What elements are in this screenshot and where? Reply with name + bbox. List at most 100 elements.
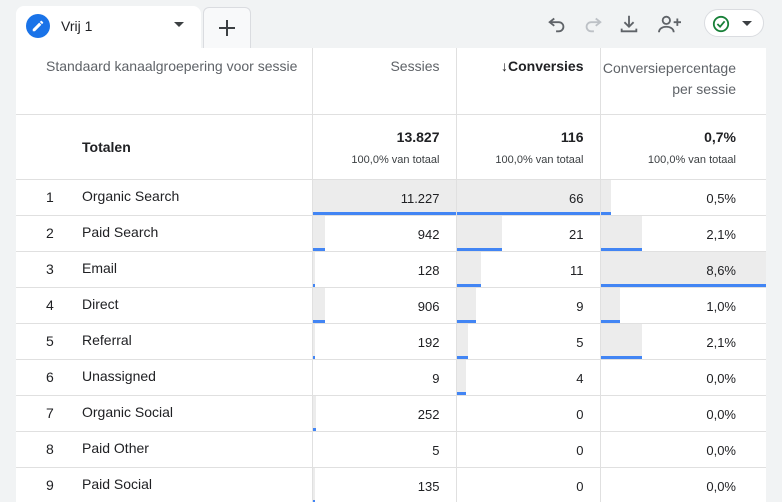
sessions-bar <box>312 468 315 501</box>
totals-label: Totalen <box>16 114 313 180</box>
row-index: 1 <box>46 189 54 205</box>
rate-cell: 0,0% <box>600 467 766 502</box>
rate-cell: 0,0% <box>600 431 766 468</box>
sessions-value: 128 <box>417 263 440 278</box>
channel-name[interactable]: Paid Search <box>82 224 159 240</box>
rate-value: 0,0% <box>706 407 736 422</box>
rate-cell: 0,5% <box>600 179 766 216</box>
pencil-icon[interactable] <box>26 14 50 38</box>
conversions-value: 66 <box>569 191 584 206</box>
totals-conversions: 116 100,0% van totaal <box>456 114 601 180</box>
table-row[interactable]: 9 Paid Social 135 0 0,0% <box>16 467 766 502</box>
sessions-bar <box>312 252 315 285</box>
sessions-cell: 11.227 <box>312 179 457 216</box>
sessions-bar-line <box>312 428 316 431</box>
conversions-value: 9 <box>576 299 584 314</box>
conversions-bar-line <box>456 212 599 215</box>
rate-value: 0,0% <box>706 443 736 458</box>
rate-bar-line <box>600 320 620 323</box>
conversions-bar <box>456 180 599 213</box>
sessions-bar-line <box>312 248 325 251</box>
rate-bar-line <box>600 356 642 359</box>
header-conversions[interactable]: ↓Conversies <box>456 48 601 115</box>
rate-bar <box>600 288 620 321</box>
sessions-bar <box>312 396 316 429</box>
rate-bar <box>600 324 642 357</box>
chevron-down-icon <box>742 21 752 26</box>
download-icon[interactable] <box>617 12 641 36</box>
channel-name[interactable]: Paid Other <box>82 440 149 456</box>
tab-bar: Vrij 1 <box>0 0 782 48</box>
sort-arrow-icon: ↓ <box>501 58 509 74</box>
conversions-bar <box>456 216 502 249</box>
conversions-bar <box>456 288 476 321</box>
channel-name[interactable]: Email <box>82 260 118 276</box>
totals-rate: 0,7% 100,0% van totaal <box>600 114 766 180</box>
conversions-bar <box>456 252 481 285</box>
conversions-cell: 0 <box>456 431 601 468</box>
sessions-bar <box>312 288 325 321</box>
channel-name[interactable]: Unassigned <box>82 368 156 384</box>
conversions-value: 4 <box>576 371 584 386</box>
conversions-value: 11 <box>570 263 584 278</box>
status-dropdown[interactable] <box>704 9 764 37</box>
conversions-value: 0 <box>576 443 584 458</box>
conversions-bar-line <box>456 356 468 359</box>
table-row[interactable]: 6 Unassigned 9 4 0,0% <box>16 359 766 396</box>
channel-name[interactable]: Paid Social <box>82 476 153 492</box>
sessions-bar-line <box>312 284 315 287</box>
sessions-bar-line <box>312 500 315 502</box>
header-conversion-rate[interactable]: Conversiepercentage per sessie <box>600 48 766 115</box>
rate-value: 0,0% <box>706 479 736 494</box>
row-index: 4 <box>46 297 54 313</box>
sessions-value: 11.227 <box>400 191 440 206</box>
redo-icon[interactable] <box>581 12 605 36</box>
plus-icon <box>219 20 235 36</box>
sessions-bar-line <box>312 356 315 359</box>
header-sessions[interactable]: Sessies <box>312 48 457 115</box>
share-user-icon[interactable] <box>656 12 684 36</box>
conversions-value: 0 <box>576 479 584 494</box>
conversions-bar-line <box>456 320 476 323</box>
sessions-bar <box>312 180 455 213</box>
tab-dropdown-icon[interactable] <box>174 22 184 27</box>
sessions-bar <box>312 216 325 249</box>
table-row[interactable]: 1 Organic Search 11.227 66 0,5% <box>16 179 766 216</box>
conversions-cell: 11 <box>456 251 601 288</box>
channel-cell: 8 Paid Other <box>16 431 313 468</box>
channel-cell: 3 Email <box>16 251 313 288</box>
channel-cell: 7 Organic Social <box>16 395 313 432</box>
row-index: 8 <box>46 441 54 457</box>
tab-vrij-1[interactable]: Vrij 1 <box>16 6 201 48</box>
conversions-cell: 0 <box>456 395 601 432</box>
table-row[interactable]: 4 Direct 906 9 1,0% <box>16 287 766 324</box>
tab-title: Vrij 1 <box>61 18 93 34</box>
channel-name[interactable]: Direct <box>82 296 119 312</box>
table-row[interactable]: 3 Email 128 11 8,6% <box>16 251 766 288</box>
undo-icon[interactable] <box>545 12 569 36</box>
add-tab-button[interactable] <box>203 7 251 48</box>
channel-name[interactable]: Organic Search <box>82 188 180 204</box>
row-index: 5 <box>46 333 54 349</box>
table-row[interactable]: 2 Paid Search 942 21 2,1% <box>16 215 766 252</box>
rate-bar <box>600 252 766 285</box>
channel-name[interactable]: Organic Social <box>82 404 174 420</box>
header-dimension[interactable]: Standaard kanaalgroepering voor sessie <box>16 48 313 115</box>
sessions-bar <box>312 324 315 357</box>
conversions-cell: 21 <box>456 215 601 252</box>
rate-cell: 2,1% <box>600 215 766 252</box>
conversions-value: 5 <box>576 335 584 350</box>
row-index: 2 <box>46 225 54 241</box>
sessions-cell: 5 <box>312 431 457 468</box>
table-row[interactable]: 5 Referral 192 5 2,1% <box>16 323 766 360</box>
channel-name[interactable]: Referral <box>82 332 132 348</box>
table-row[interactable]: 8 Paid Other 5 0 0,0% <box>16 431 766 468</box>
report-table-panel: Standaard kanaalgroepering voor sessie S… <box>16 48 766 502</box>
rate-bar-line <box>600 284 766 287</box>
table-row[interactable]: 7 Organic Social 252 0 0,0% <box>16 395 766 432</box>
channel-cell: 4 Direct <box>16 287 313 324</box>
check-circle-icon <box>712 15 730 38</box>
rate-cell: 0,0% <box>600 359 766 396</box>
rate-bar-line <box>600 212 611 215</box>
conversions-bar <box>456 360 466 393</box>
